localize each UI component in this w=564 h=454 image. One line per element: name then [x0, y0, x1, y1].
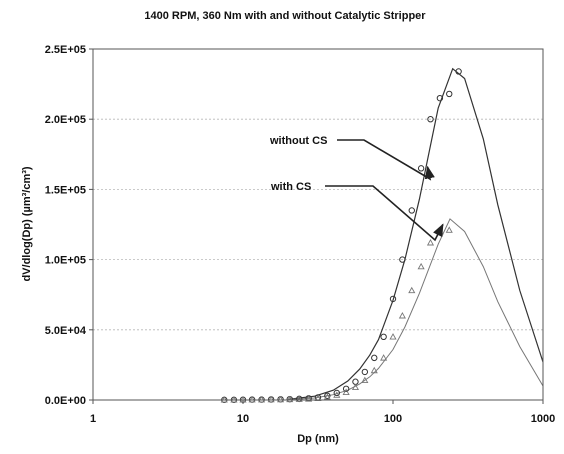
- data-point-without-cs: [389, 295, 397, 303]
- data-point-with-cs: [417, 262, 425, 270]
- x-axis-ticks: 1 10 100 1000: [90, 400, 555, 425]
- data-point-without-cs: [455, 68, 462, 75]
- data-point-with-cs: [258, 395, 266, 403]
- x-tick-label: 1000: [531, 413, 555, 425]
- y-tick-label: 1.0E+05: [45, 255, 86, 267]
- data-point-with-cs: [305, 395, 313, 402]
- data-point-without-cs: [417, 165, 425, 172]
- x-tick-label: 10: [237, 413, 249, 425]
- fit-curves: [288, 67, 544, 401]
- annotations: without CS with CS: [269, 135, 444, 242]
- data-point-without-cs: [380, 333, 387, 341]
- data-point-with-cs: [408, 286, 416, 294]
- data-point-without-cs: [342, 385, 350, 392]
- data-point-without-cs: [446, 90, 453, 98]
- fit-curve-with-cs: [288, 218, 544, 401]
- annotation-arrow: [337, 139, 435, 181]
- x-tick-label: 1: [90, 413, 96, 425]
- x-axis-label: Dp (nm): [297, 433, 339, 445]
- annotation-without-cs: without CS: [269, 135, 327, 147]
- data-point-with-cs: [445, 226, 453, 233]
- data-point-with-cs: [333, 391, 341, 398]
- y-tick-label: 5.0E+04: [45, 325, 87, 337]
- data-point-without-cs: [399, 256, 406, 263]
- data-point-with-cs: [426, 239, 435, 246]
- y-axis-label: dV/dlog(Dp) (µm³/cm³): [21, 166, 33, 281]
- y-tick-label: 2.0E+05: [45, 114, 86, 126]
- data-point-with-cs: [342, 388, 350, 395]
- data-point-with-cs: [323, 393, 331, 400]
- y-tick-label: 1.5E+05: [45, 184, 86, 196]
- data-point-with-cs: [267, 395, 275, 403]
- data-point-with-cs: [248, 395, 256, 403]
- data-point-with-cs: [286, 395, 294, 403]
- data-point-with-cs: [380, 354, 388, 361]
- data-point-with-cs: [351, 383, 360, 391]
- data-point-without-cs: [361, 368, 369, 376]
- data-point-with-cs: [389, 333, 397, 340]
- y-tick-label: 0.0E+00: [45, 395, 86, 407]
- data-point-with-cs: [276, 395, 285, 403]
- x-tick-label: 100: [384, 413, 402, 425]
- data-point-with-cs: [361, 376, 369, 384]
- data-point-without-cs: [427, 116, 434, 123]
- y-axis-ticks: 0.0E+00 5.0E+04 1.0E+05 1.5E+05 2.0E+05 2.5E+…: [45, 44, 93, 407]
- data-point-without-cs: [324, 392, 331, 399]
- chart-title: 1400 RPM, 360 Nm with and without Cataly…: [144, 10, 426, 22]
- gridlines: [93, 48, 543, 331]
- annotation-with-cs: with CS: [270, 181, 311, 193]
- data-point-with-cs: [370, 366, 378, 374]
- y-tick-label: 2.5E+05: [45, 44, 86, 56]
- data-point-without-cs: [371, 354, 378, 362]
- data-point-without-cs: [436, 94, 444, 102]
- data-point-without-cs: [408, 207, 415, 214]
- plot-frame: [92, 48, 544, 401]
- fit-curve-without-cs: [288, 67, 544, 400]
- data-point-with-cs: [314, 394, 322, 402]
- data-point-with-cs: [295, 395, 303, 402]
- annotation-arrow: [325, 185, 444, 242]
- data-point-without-cs: [333, 389, 340, 397]
- data-point-with-cs: [398, 312, 406, 319]
